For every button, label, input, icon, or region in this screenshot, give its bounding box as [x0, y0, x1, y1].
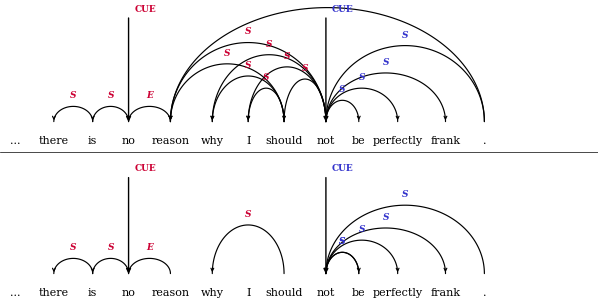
Text: S: S — [263, 73, 269, 82]
Text: I: I — [246, 136, 251, 146]
Text: be: be — [352, 288, 365, 298]
Text: E: E — [146, 91, 153, 100]
Text: frank: frank — [431, 136, 460, 146]
Text: is: is — [88, 136, 97, 146]
Text: .: . — [483, 288, 486, 298]
Text: not: not — [317, 288, 335, 298]
Text: S: S — [359, 73, 365, 82]
Text: S: S — [402, 190, 408, 199]
Text: S: S — [383, 58, 389, 67]
Text: S: S — [383, 213, 389, 222]
Text: frank: frank — [431, 288, 460, 298]
Text: S: S — [245, 27, 251, 36]
Text: reason: reason — [151, 136, 190, 146]
Text: CUE: CUE — [332, 164, 353, 173]
Text: CUE: CUE — [135, 164, 156, 173]
Text: why: why — [201, 136, 224, 146]
Text: S: S — [359, 225, 365, 234]
Text: CUE: CUE — [332, 5, 353, 14]
Text: S: S — [108, 243, 114, 252]
Text: S: S — [302, 64, 308, 73]
Text: S: S — [245, 61, 251, 70]
Text: ...: ... — [10, 288, 20, 298]
Text: I: I — [246, 288, 251, 298]
Text: S: S — [339, 237, 346, 246]
Text: there: there — [39, 288, 69, 298]
Text: S: S — [324, 0, 331, 2]
Text: S: S — [284, 52, 290, 61]
Text: should: should — [266, 288, 303, 298]
Text: CUE: CUE — [135, 5, 156, 14]
Text: be: be — [352, 136, 365, 146]
Text: perfectly: perfectly — [373, 136, 423, 146]
Text: should: should — [266, 136, 303, 146]
Text: S: S — [70, 243, 77, 252]
Text: there: there — [39, 136, 69, 146]
Text: reason: reason — [151, 288, 190, 298]
Text: S: S — [339, 85, 346, 94]
Text: .: . — [483, 136, 486, 146]
Text: S: S — [245, 210, 251, 219]
Text: no: no — [121, 136, 136, 146]
Text: is: is — [88, 288, 97, 298]
Text: S: S — [108, 91, 114, 100]
Text: S: S — [339, 237, 346, 246]
Text: S: S — [266, 40, 272, 49]
Text: not: not — [317, 136, 335, 146]
Text: S: S — [70, 91, 77, 100]
Text: perfectly: perfectly — [373, 288, 423, 298]
Text: S: S — [402, 30, 408, 40]
Text: S: S — [224, 49, 230, 58]
Text: E: E — [146, 243, 153, 252]
Text: why: why — [201, 288, 224, 298]
Text: ...: ... — [10, 136, 20, 146]
Text: no: no — [121, 288, 136, 298]
